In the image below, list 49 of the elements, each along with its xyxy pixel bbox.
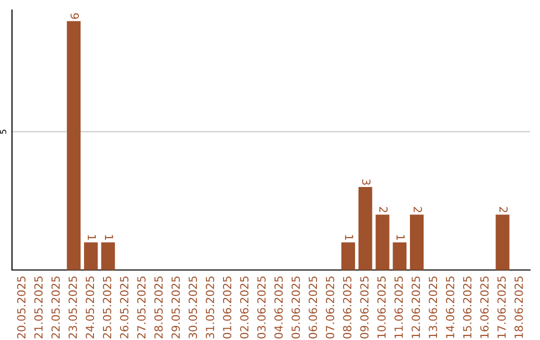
x-tick-label: 28.05.2025 xyxy=(154,276,163,338)
x-tick-label: 17.06.2025 xyxy=(497,276,506,338)
x-tick-label: 22.05.2025 xyxy=(51,276,60,338)
data-label: 1 xyxy=(345,235,354,240)
x-tick-label: 14.06.2025 xyxy=(446,276,454,338)
bar xyxy=(358,187,372,270)
bar xyxy=(66,21,81,270)
bar xyxy=(496,214,510,270)
x-tick-label: 30.05.2025 xyxy=(188,276,198,338)
x-tick-label: 04.06.2025 xyxy=(274,276,283,338)
bar xyxy=(410,214,424,270)
bar xyxy=(341,242,356,270)
x-tick-label: 02.06.2025 xyxy=(240,276,248,338)
x-tick-label: 23.05.2025 xyxy=(68,276,77,338)
bar xyxy=(101,242,115,270)
x-tick-label: 21.05.2025 xyxy=(34,276,43,338)
x-tick-label: 09.06.2025 xyxy=(360,276,369,338)
data-label: 9 xyxy=(70,13,79,19)
x-tick-label: 12.06.2025 xyxy=(412,276,420,338)
x-tick-label: 16.06.2025 xyxy=(480,276,489,338)
data-label: 2 xyxy=(379,207,388,212)
x-tick-label: 26.05.2025 xyxy=(120,276,128,338)
x-tick-label: 03.06.2025 xyxy=(257,276,266,338)
x-tick-label: 18.06.2025 xyxy=(514,276,523,338)
bar xyxy=(392,242,407,270)
x-tick-label: 06.06.2025 xyxy=(308,276,318,338)
x-tick-label: 10.06.2025 xyxy=(377,276,386,338)
data-label: 2 xyxy=(499,207,508,212)
data-label: 2 xyxy=(414,207,422,212)
y-tick-label: 5 xyxy=(0,130,6,134)
bar xyxy=(84,242,98,270)
x-tick-label: 20.05.2025 xyxy=(17,276,26,338)
data-label: 1 xyxy=(104,235,114,240)
x-tick-label: 15.06.2025 xyxy=(463,276,472,338)
x-tick-label: 07.06.2025 xyxy=(326,276,334,338)
data-label: 1 xyxy=(88,235,96,240)
x-tick-label: 25.05.2025 xyxy=(102,276,112,338)
x-tick-label: 13.06.2025 xyxy=(428,276,438,338)
x-tick-label: 11.06.2025 xyxy=(394,276,403,338)
x-tick-label: 27.05.2025 xyxy=(137,276,146,338)
x-tick-label: 31.05.2025 xyxy=(206,276,214,338)
x-tick-label: 01.06.2025 xyxy=(222,276,232,338)
x-tick-label: 24.05.2025 xyxy=(86,276,94,338)
bar xyxy=(376,214,390,270)
x-tick-label: 05.06.2025 xyxy=(292,276,300,338)
data-label: 3 xyxy=(362,179,371,185)
x-tick-label: 29.05.2025 xyxy=(171,276,180,338)
x-tick-label: 08.06.2025 xyxy=(343,276,352,338)
data-label: 1 xyxy=(396,235,405,240)
